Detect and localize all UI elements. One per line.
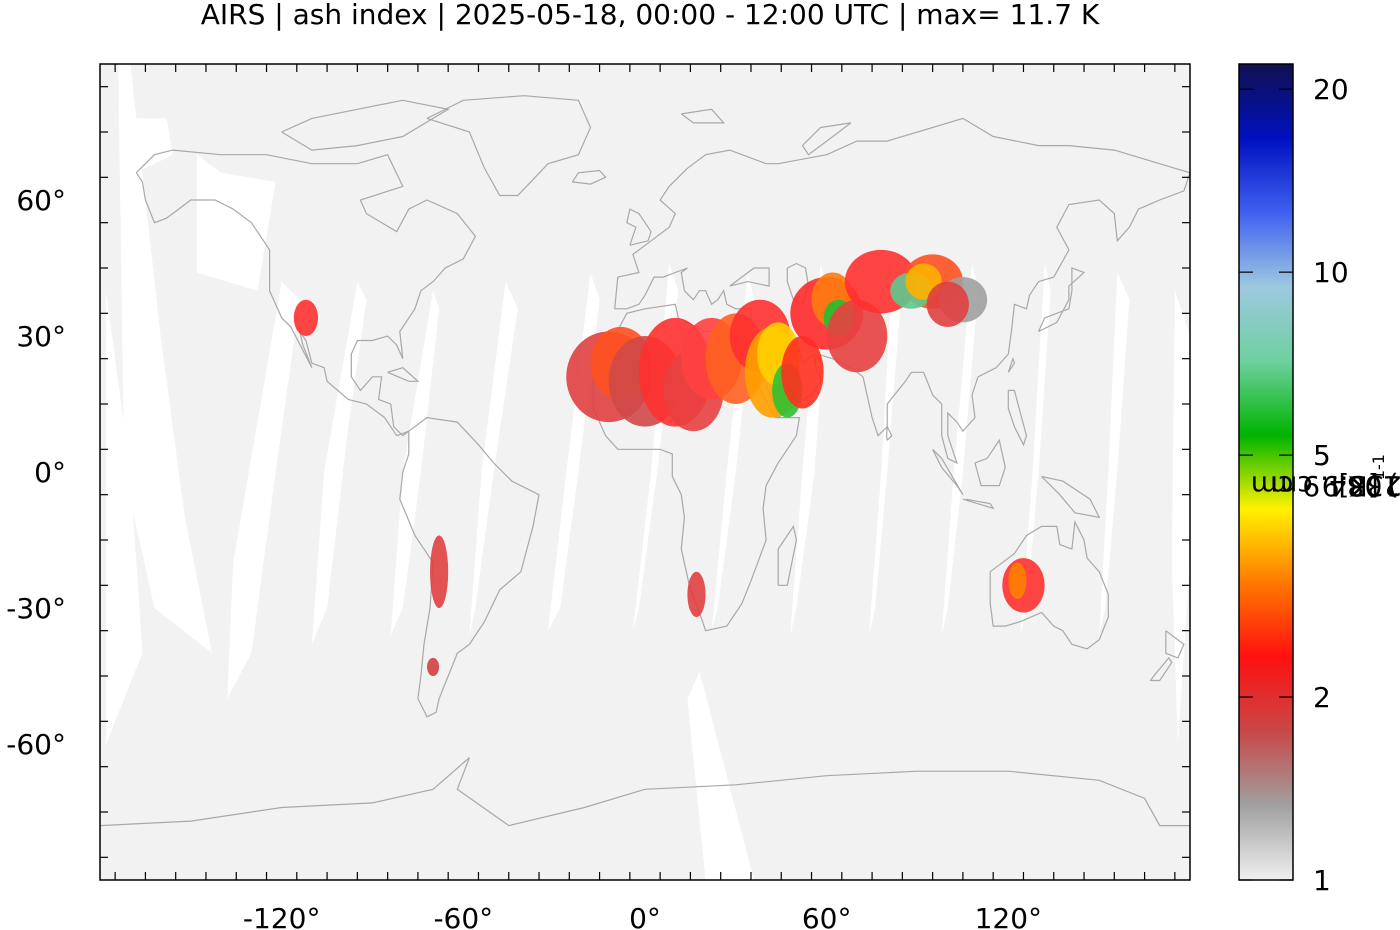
colorbar-tick-label: 1 (1313, 864, 1331, 897)
x-tick-label: -60° (433, 902, 493, 930)
colorbar-tick-label: 5 (1313, 439, 1331, 472)
y-tick-label: -30° (6, 592, 66, 625)
map-frame (99, 63, 1191, 881)
map-background (100, 64, 1190, 880)
x-tick-label: 0° (629, 902, 661, 930)
colorbar-tick-label: 2 (1313, 681, 1331, 714)
y-tick-label: 0° (34, 456, 66, 489)
y-tick-label: 60° (16, 184, 66, 217)
x-tick-label: 120° (975, 902, 1042, 930)
colorbar-tick-label: 10 (1313, 256, 1349, 289)
colorbar-ticks: 1 2 5 10 20 (1239, 73, 1349, 897)
y-tick-label: -60° (6, 728, 66, 761)
x-tick-label: -120° (243, 902, 321, 930)
ash-signal (293, 249, 1045, 677)
x-axis-labels: -120° -60° 0° 60° 120° (243, 902, 1042, 930)
orbit-gaps (106, 64, 1190, 880)
map-ticks (100, 64, 1190, 880)
x-tick-label: 60° (802, 902, 852, 930)
y-axis-labels: 60° 30° 0° -30° -60° (6, 184, 66, 761)
map-title: AIRS | ash index | 2025-05-18, 00:00 - 1… (200, 0, 1100, 31)
y-tick-label: 30° (16, 320, 66, 353)
colorbar (1238, 63, 1294, 881)
colorbar-tick-label: 20 (1313, 73, 1349, 106)
